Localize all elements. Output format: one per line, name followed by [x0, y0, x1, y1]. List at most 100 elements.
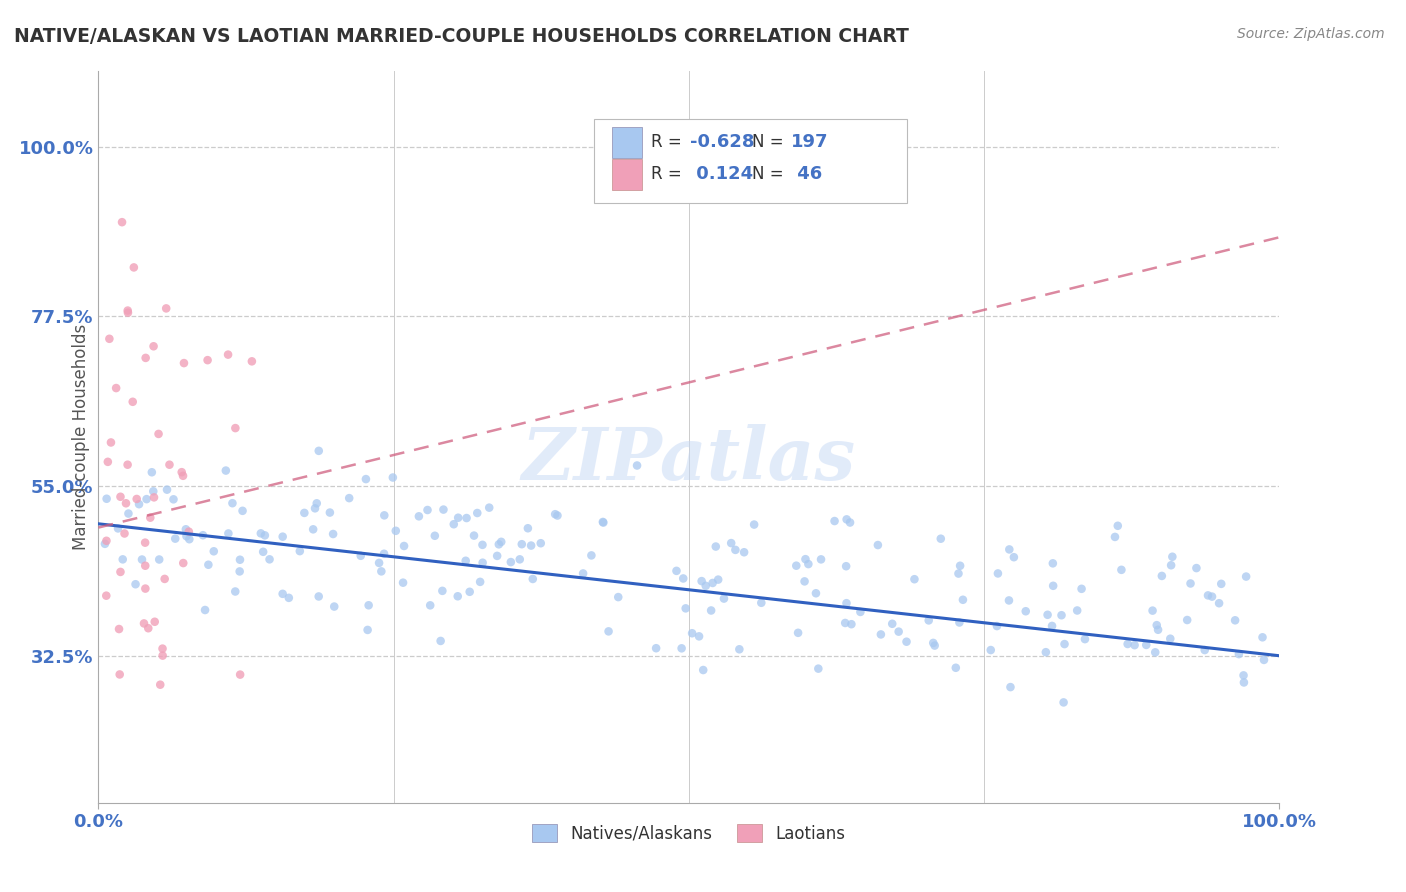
Point: [1142, 604, 1164, 618]
Point: [94, 537, 117, 551]
Point: [221, 496, 243, 510]
Point: [153, 572, 176, 586]
Point: [510, 537, 533, 551]
Point: [458, 584, 481, 599]
Point: [1144, 645, 1167, 659]
Point: [152, 648, 174, 663]
Point: [148, 426, 170, 441]
Point: [224, 584, 246, 599]
Point: [172, 556, 194, 570]
Point: [121, 394, 143, 409]
Point: [408, 509, 430, 524]
Point: [986, 619, 1008, 633]
Point: [690, 574, 713, 588]
Point: [304, 501, 326, 516]
Point: [202, 544, 225, 558]
Point: [896, 634, 918, 648]
Point: [107, 521, 129, 535]
Point: [117, 458, 139, 472]
Point: [499, 555, 522, 569]
Point: [849, 605, 872, 619]
Point: [516, 521, 538, 535]
Point: [423, 529, 446, 543]
FancyBboxPatch shape: [612, 127, 641, 158]
Point: [176, 529, 198, 543]
Point: [159, 458, 181, 472]
Point: [688, 629, 710, 643]
Point: [416, 503, 439, 517]
Point: [797, 557, 820, 571]
Text: N =: N =: [752, 133, 789, 152]
Point: [177, 524, 200, 539]
Point: [1253, 653, 1275, 667]
Point: [105, 381, 128, 395]
Point: [456, 511, 478, 525]
Point: [1251, 630, 1274, 644]
Point: [787, 625, 810, 640]
Point: [1015, 604, 1038, 618]
Point: [488, 537, 510, 551]
Point: [742, 517, 765, 532]
Point: [1234, 569, 1257, 583]
Point: [252, 545, 274, 559]
Point: [108, 667, 131, 681]
Point: [110, 565, 132, 579]
Point: [323, 599, 346, 614]
Text: 46: 46: [790, 166, 821, 184]
Point: [1070, 582, 1092, 596]
Point: [489, 534, 512, 549]
Point: [322, 527, 344, 541]
Point: [1104, 530, 1126, 544]
Point: [807, 662, 830, 676]
Text: NATIVE/ALASKAN VS LAOTIAN MARRIED-COUPLE HOUSEHOLDS CORRELATION CHART: NATIVE/ALASKAN VS LAOTIAN MARRIED-COUPLE…: [14, 27, 908, 45]
Y-axis label: Married-couple Households: Married-couple Households: [72, 324, 90, 550]
Point: [368, 556, 391, 570]
Point: [432, 502, 454, 516]
Point: [111, 215, 134, 229]
Point: [713, 591, 735, 606]
Point: [720, 536, 742, 550]
Point: [522, 572, 544, 586]
Point: [607, 590, 630, 604]
Point: [794, 552, 817, 566]
Point: [478, 500, 501, 515]
Point: [110, 490, 132, 504]
Point: [728, 642, 751, 657]
Point: [704, 540, 727, 554]
Point: [1111, 563, 1133, 577]
Point: [749, 596, 772, 610]
Point: [100, 435, 122, 450]
Point: [447, 589, 470, 603]
Point: [429, 634, 451, 648]
Point: [1208, 596, 1230, 610]
Point: [824, 514, 846, 528]
Point: [142, 484, 165, 499]
Point: [724, 542, 747, 557]
Point: [271, 530, 294, 544]
Point: [1147, 623, 1170, 637]
Point: [135, 492, 157, 507]
Point: [172, 468, 194, 483]
Point: [197, 353, 219, 368]
Point: [903, 572, 925, 586]
Point: [271, 587, 294, 601]
Point: [834, 615, 856, 630]
Point: [432, 583, 454, 598]
Point: [124, 577, 146, 591]
Point: [1185, 561, 1208, 575]
Point: [97, 455, 120, 469]
Point: [1180, 576, 1202, 591]
Point: [165, 532, 187, 546]
Point: [392, 575, 415, 590]
Point: [152, 641, 174, 656]
Point: [98, 332, 121, 346]
Point: [572, 566, 595, 581]
Point: [1052, 695, 1074, 709]
Point: [308, 590, 330, 604]
Point: [253, 528, 276, 542]
Point: [1035, 645, 1057, 659]
Point: [141, 465, 163, 479]
Point: [471, 556, 494, 570]
Point: [835, 596, 858, 610]
Point: [520, 539, 543, 553]
